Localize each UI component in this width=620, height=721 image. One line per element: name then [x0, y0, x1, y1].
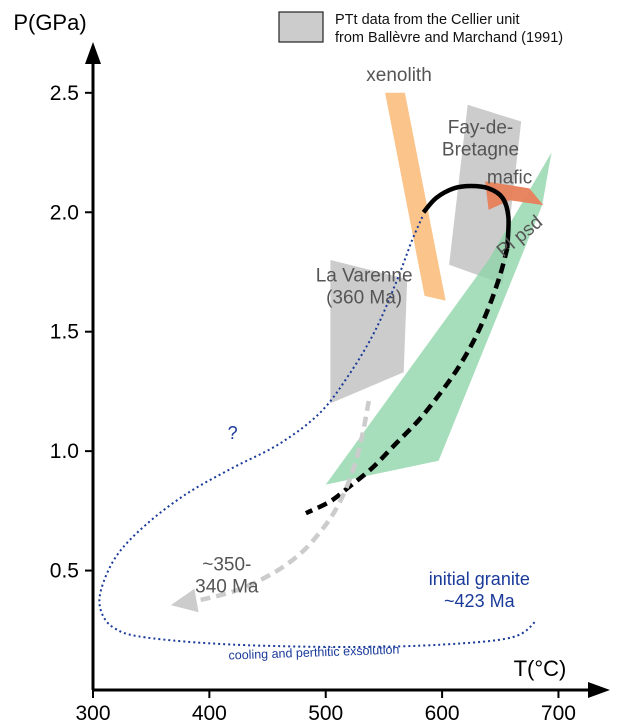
- label-group: ~350-340 Ma: [195, 555, 259, 598]
- x-axis-arrow-icon: [588, 682, 610, 698]
- paths-layer: [98, 183, 537, 649]
- y-axis-arrow-icon: [85, 42, 101, 64]
- y-axis-title: P(GPa): [13, 10, 86, 35]
- label-line: ~423 Ma: [444, 591, 516, 611]
- field-mafic: [485, 181, 544, 210]
- legend-swatch: [278, 11, 324, 43]
- path-solid-black: [421, 183, 511, 249]
- x-axis-title: T(°C): [514, 656, 567, 681]
- label-question-mark: ?: [228, 423, 238, 443]
- y-ticks: 0.5 1.0 1.5 2.0 2.5: [50, 82, 93, 583]
- legend-line-1: PTt data from the Cellier unit: [335, 12, 520, 28]
- label-line: ~350-: [202, 555, 251, 576]
- x-ticks: 300 400 500 600 700: [75, 690, 576, 721]
- field-la-varenne: [330, 260, 408, 404]
- label-line: (360 Ma): [326, 288, 402, 309]
- label-line: La Varenne: [316, 266, 413, 287]
- path-dotted-blue: [98, 216, 537, 649]
- label-group: Fay-de-Bretagne: [442, 117, 519, 160]
- field-xenolith: [385, 92, 446, 301]
- legend: PTt data from the Cellier unit from Ball…: [278, 11, 563, 46]
- x-tick-label: 600: [425, 702, 460, 721]
- label-group: initial granite~423 Ma: [429, 569, 530, 611]
- path-dashed-gray: [176, 400, 372, 607]
- y-tick-label: 0.5: [50, 560, 79, 583]
- y-tick-label: 2.0: [50, 201, 79, 224]
- legend-line-2: from Ballèvre and Marchand (1991): [335, 30, 563, 46]
- label-line: initial granite: [429, 569, 530, 589]
- field-pl-psd: [325, 152, 552, 485]
- retrograde-arrowhead-icon: [170, 588, 199, 613]
- label-line: 340 Ma: [195, 577, 259, 598]
- y-tick-label: 1.5: [50, 321, 79, 344]
- fields-layer: [325, 92, 552, 485]
- x-tick-label: 400: [192, 702, 227, 721]
- x-tick-label: 500: [308, 702, 343, 721]
- label-mafic: mafic: [487, 168, 532, 189]
- y-tick-label: 2.5: [50, 82, 79, 105]
- label-line: Bretagne: [442, 139, 519, 160]
- x-tick-label: 700: [541, 702, 576, 721]
- label-line: Fay-de-: [448, 117, 513, 138]
- label-group: La Varenne(360 Ma): [316, 266, 413, 309]
- y-tick-label: 1.0: [50, 440, 79, 463]
- x-tick-label: 300: [75, 702, 110, 721]
- axes: 300 400 500 600 700 0.5 1.0 1.5 2.0 2.5 T(°C) P(…: [13, 10, 610, 721]
- label-xenolith: xenolith: [366, 65, 432, 86]
- label-cooling: cooling and perthitic exsolution: [228, 643, 399, 663]
